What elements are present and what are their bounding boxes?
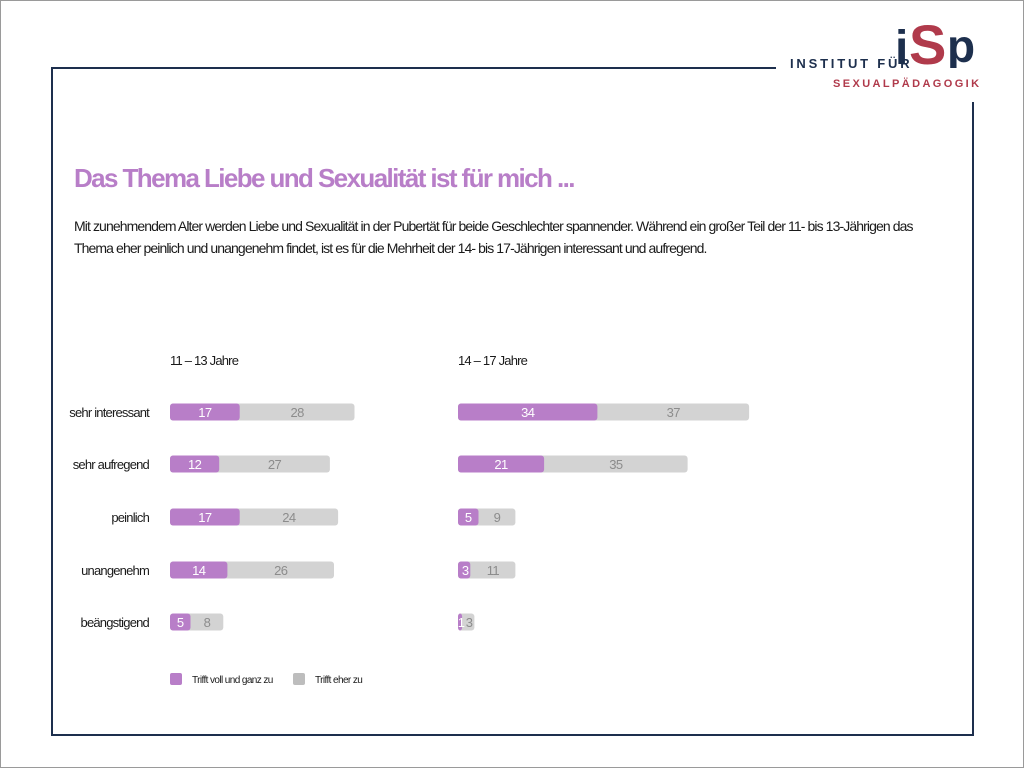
logo-background (776, 58, 996, 102)
data-label-trifft-voll-zu: 21 (494, 457, 508, 472)
chart-title: 14 – 17 Jahre (458, 353, 528, 368)
legend-swatch-trifft-eher-zu (293, 673, 305, 685)
category-label: unangenehm (81, 563, 149, 578)
data-label-trifft-voll-zu: 3 (462, 563, 469, 578)
data-label-trifft-eher-zu: 24 (282, 510, 296, 525)
data-label-trifft-eher-zu: 26 (274, 563, 288, 578)
isp-logo: i S p (895, 13, 975, 68)
data-label-trifft-eher-zu: 35 (609, 457, 623, 472)
bar-segment-trifft-voll-zu (458, 613, 463, 631)
data-label-trifft-voll-zu: 5 (177, 615, 184, 630)
logo-institut-text: INSTITUT FÜR (790, 56, 913, 71)
bar-segment-trifft-voll-zu (170, 455, 220, 473)
bar-segment-trifft-voll-zu (170, 403, 240, 421)
content-frame (51, 67, 974, 736)
bar-segment-trifft-eher-zu (458, 561, 516, 579)
bar-segment-trifft-voll-zu (170, 613, 191, 631)
data-label-trifft-eher-zu: 3 (466, 615, 473, 630)
legend-label-trifft-voll-zu: Trifft voll und ganz zu (192, 675, 273, 686)
bar-segment-trifft-voll-zu (458, 455, 545, 473)
data-label-trifft-voll-zu: 5 (465, 510, 472, 525)
legend-swatch-trifft-voll-zu (170, 673, 182, 685)
legend-label-trifft-eher-zu: Trifft eher zu (315, 675, 362, 686)
bar-segment-trifft-voll-zu (458, 508, 479, 526)
data-label-trifft-eher-zu: 8 (204, 615, 211, 630)
data-label-trifft-voll-zu: 34 (521, 405, 535, 420)
logo-mark-i: i (895, 22, 908, 68)
category-label: sehr interessant (69, 405, 150, 420)
logo-mark-p: p (947, 20, 975, 68)
data-label-trifft-eher-zu: 27 (268, 457, 282, 472)
data-label-trifft-eher-zu: 28 (290, 405, 304, 420)
data-label-trifft-eher-zu: 9 (494, 510, 501, 525)
bar-segment-trifft-voll-zu (458, 403, 598, 421)
page-title: Das Thema Liebe und Sexualität ist für m… (74, 163, 575, 193)
data-label-trifft-voll-zu: 17 (198, 510, 212, 525)
category-label: beängstigend (81, 615, 150, 630)
category-label: sehr aufregend (73, 457, 150, 472)
bar-segment-trifft-voll-zu (170, 561, 228, 579)
category-label: peinlich (111, 510, 149, 525)
page-subtitle: Mit zunehmendem Alter werden Liebe und S… (74, 218, 913, 256)
logo-mark-s: S (909, 13, 946, 68)
bar-segment-trifft-voll-zu (170, 508, 240, 526)
chart-title: 11 – 13 Jahre (170, 353, 239, 368)
bar-segment-trifft-voll-zu (458, 561, 471, 579)
data-label-trifft-voll-zu: 1 (458, 615, 465, 630)
data-label-trifft-eher-zu: 37 (667, 405, 681, 420)
data-label-trifft-eher-zu: 11 (487, 563, 500, 578)
logo-sexualpaedagogik-text: SEXUALPÄDAGOGIK (833, 78, 982, 90)
data-label-trifft-voll-zu: 17 (198, 405, 212, 420)
data-label-trifft-voll-zu: 14 (192, 563, 206, 578)
data-label-trifft-voll-zu: 12 (188, 457, 202, 472)
